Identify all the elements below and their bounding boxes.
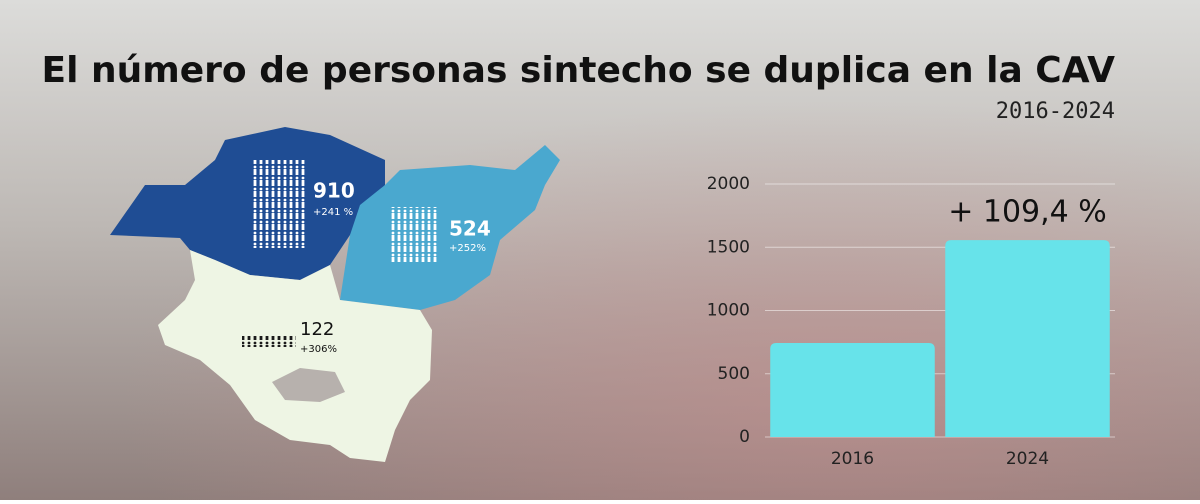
- enclave: [272, 368, 345, 402]
- y-tick-label: 500: [718, 364, 750, 384]
- region-change: +241 %: [313, 207, 353, 218]
- bar: [770, 343, 935, 437]
- x-tick-label: 2024: [1006, 449, 1049, 469]
- people-icons: [390, 207, 438, 262]
- region-change: +252%: [449, 243, 486, 254]
- annotation: + 109,4 %: [948, 195, 1107, 230]
- bar-chart: 0 500 1000 1500 2000 2016 2024 + 109,4 %: [707, 174, 1115, 469]
- title: El número de personas sintecho se duplic…: [42, 50, 1116, 91]
- map: 910 +241 % 524 +252% 122 +306%: [110, 127, 560, 462]
- region-value: 910: [313, 179, 355, 203]
- x-tick-label: 2016: [831, 449, 874, 469]
- subtitle: 2016-2024: [996, 99, 1115, 124]
- people-icons: [252, 160, 306, 248]
- region-araba: [158, 250, 432, 462]
- region-bizkaia: [110, 127, 385, 280]
- y-tick-label: 1500: [707, 237, 750, 257]
- region-value: 524: [449, 217, 491, 241]
- y-tick-label: 0: [739, 427, 750, 447]
- region-change: +306%: [300, 344, 337, 355]
- region-value: 122: [300, 319, 334, 340]
- bar: [945, 240, 1110, 437]
- people-icons: [242, 336, 296, 347]
- region-gipuzkoa: [340, 145, 560, 310]
- y-tick-label: 1000: [707, 301, 750, 321]
- y-tick-label: 2000: [707, 174, 750, 194]
